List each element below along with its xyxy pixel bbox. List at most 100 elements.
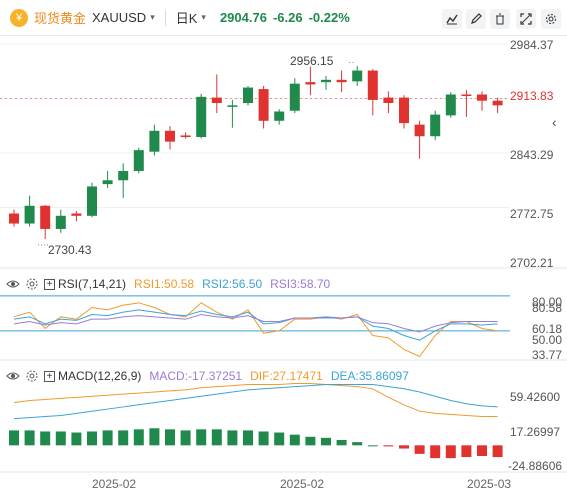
chart-style-icon[interactable] xyxy=(442,9,462,29)
rsi-axis-label: 33.77 xyxy=(532,348,563,362)
macd-histogram-bar xyxy=(180,430,191,446)
candle-body xyxy=(430,114,441,137)
eye-icon[interactable] xyxy=(6,369,20,383)
expand-icon[interactable] xyxy=(516,9,536,29)
macd-histogram-bar xyxy=(227,430,238,446)
symbol-selector[interactable]: ¥ 现货黄金 XAUUSD ▾ xyxy=(10,8,155,27)
candle-body xyxy=(477,94,487,101)
divider xyxy=(164,9,166,26)
rsi-axis-label: 60.18 xyxy=(532,322,563,336)
candle-body xyxy=(211,97,222,104)
price-axis-label: 2843.29 xyxy=(510,148,554,162)
candle-body xyxy=(133,150,144,171)
macd-histogram-bar xyxy=(118,430,129,446)
top-toolbar: ¥ 现货黄金 XAUUSD ▾ 日K ▾ 2904.76 -6.26 -0.22… xyxy=(0,0,567,36)
date-label: 2025-03 xyxy=(467,477,512,491)
macd-histogram-bar xyxy=(87,431,97,446)
macd-histogram-bar xyxy=(55,431,66,446)
macd-histogram-bar xyxy=(477,445,487,456)
rsi-series xyxy=(0,295,510,358)
macd-histogram-bar xyxy=(9,430,19,446)
delete-icon[interactable] xyxy=(490,9,510,29)
candle-body xyxy=(461,94,472,97)
date-label: 2025-02 xyxy=(280,477,325,491)
macd-histogram-bar xyxy=(211,429,222,446)
rsi2-line xyxy=(13,309,498,341)
chevron-down-icon: ▾ xyxy=(201,12,206,22)
candle-body xyxy=(149,130,160,152)
candlestick-series xyxy=(0,43,510,239)
macd-histogram-bar xyxy=(40,431,51,446)
settings-icon[interactable] xyxy=(541,9,561,29)
expand-icon[interactable]: + xyxy=(44,370,55,382)
symbol-name: 现货黄金 xyxy=(34,11,87,26)
macd-histogram-bar xyxy=(289,434,300,446)
high-price-marker: 2956.15 xyxy=(290,54,334,68)
candle-body xyxy=(492,100,503,106)
period-label: 日K xyxy=(175,11,198,26)
candle-body xyxy=(414,124,425,137)
macd-indicator-label: + MACD(12,26,9) MACD:-17.37251 DIF:27.17… xyxy=(6,368,409,384)
macd-histogram-bar xyxy=(71,432,82,446)
candle-body xyxy=(289,83,300,111)
macd-histogram-bar xyxy=(367,445,378,447)
current-price-axis-label: 2913.83 xyxy=(510,89,554,103)
macd-histogram-bar xyxy=(149,428,160,446)
macd-histogram-bar xyxy=(492,445,503,458)
last-price: 2904.76 xyxy=(219,10,267,25)
macd-histogram-bar xyxy=(461,445,472,458)
expand-icon[interactable]: + xyxy=(44,278,55,290)
macd-histogram-bar xyxy=(305,436,316,446)
candle-body xyxy=(55,215,66,229)
candle-body xyxy=(87,186,97,216)
candle-body xyxy=(383,97,394,104)
high-marker-dots: ·· xyxy=(348,57,355,68)
dif-line xyxy=(13,382,498,418)
rsi-indicator-label: + RSI(7,14,21) RSI1:50.58 RSI2:56.50 RSI… xyxy=(6,276,330,292)
eye-icon[interactable] xyxy=(6,277,20,291)
chevron-down-icon: ▾ xyxy=(150,12,155,22)
chevron-left-icon[interactable]: ‹ xyxy=(552,114,557,130)
candle-body xyxy=(196,96,207,137)
rsi1-value: RSI1:50.58 xyxy=(134,277,195,291)
macd-histogram-bar xyxy=(165,429,175,446)
rsi-axis-label: 50.00 xyxy=(532,333,563,347)
gear-icon[interactable] xyxy=(25,369,39,383)
price-change-pct: -0.22% xyxy=(308,10,350,25)
candle-body xyxy=(274,111,285,121)
macd-histogram-bar xyxy=(414,445,425,454)
candle-body xyxy=(445,94,456,116)
candle-body xyxy=(243,87,253,104)
gear-icon[interactable] xyxy=(25,277,39,291)
macd-histogram-bar xyxy=(133,429,144,446)
macd-label: MACD(12,26,9) xyxy=(58,369,142,383)
candle-body xyxy=(40,205,51,229)
candle-body xyxy=(352,70,363,82)
period-selector[interactable]: 日K ▾ xyxy=(176,8,206,27)
candle-body xyxy=(305,82,316,85)
dea-value: DEA:35.86097 xyxy=(330,369,409,383)
candle-body xyxy=(102,180,113,185)
candle-body xyxy=(227,105,238,107)
dea-line xyxy=(13,384,498,420)
gold-symbol-icon: ¥ xyxy=(10,8,28,27)
price-axis-label: 2984.37 xyxy=(510,38,554,52)
macd-histogram-bar xyxy=(336,440,347,446)
candle-body xyxy=(165,130,175,142)
candle-body xyxy=(258,89,269,121)
rsi2-value: RSI2:56.50 xyxy=(202,277,263,291)
candle-body xyxy=(9,213,19,224)
dif-value: DIF:27.17471 xyxy=(250,369,323,383)
date-label: 2025-02 xyxy=(92,477,137,491)
candle-body xyxy=(321,79,331,83)
candle-body xyxy=(367,70,378,100)
macd-histogram-bar xyxy=(399,445,409,449)
macd-histogram-bar xyxy=(258,431,269,446)
macd-axis-label: -24.88606 xyxy=(508,459,563,473)
macd-axis-label: 59.42600 xyxy=(510,390,561,404)
price-axis-label: 2772.75 xyxy=(510,207,554,221)
pencil-icon[interactable] xyxy=(466,9,486,29)
price-chart[interactable]: 2956.15 ·· 2730.43 xyxy=(0,36,567,497)
macd-histogram-bar xyxy=(383,445,394,447)
rsi-axis-label: 80.58 xyxy=(532,301,563,315)
